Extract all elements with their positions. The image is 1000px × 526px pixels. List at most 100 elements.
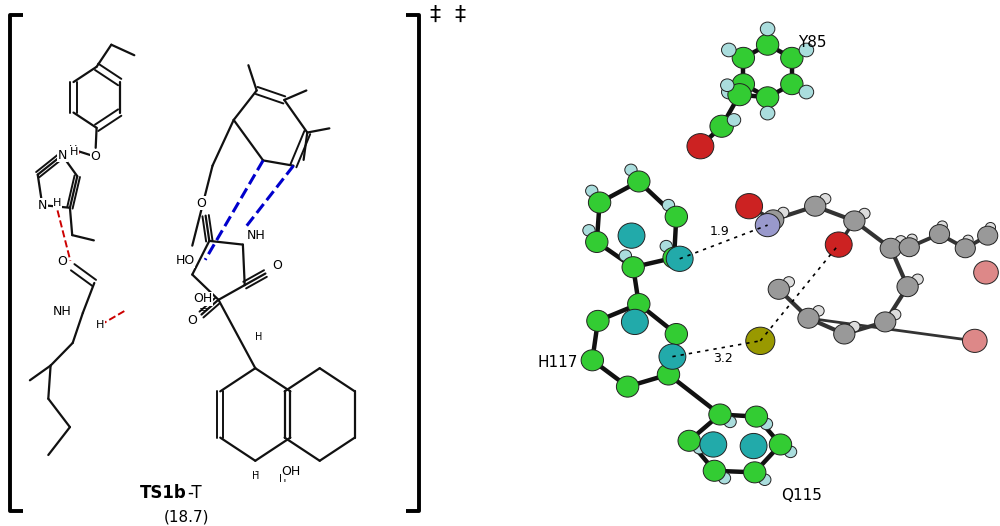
Text: H̄: H̄ xyxy=(279,474,287,484)
Circle shape xyxy=(813,306,824,316)
Circle shape xyxy=(875,312,896,332)
Circle shape xyxy=(760,106,775,120)
Circle shape xyxy=(657,364,680,385)
Circle shape xyxy=(759,474,771,485)
Circle shape xyxy=(724,416,736,428)
Circle shape xyxy=(895,236,906,246)
Circle shape xyxy=(665,206,688,227)
Text: Q115: Q115 xyxy=(781,488,822,503)
Circle shape xyxy=(760,418,773,430)
Circle shape xyxy=(805,196,826,216)
Text: H: H xyxy=(53,198,62,208)
Circle shape xyxy=(727,114,741,126)
Circle shape xyxy=(703,460,726,481)
Text: NH: NH xyxy=(246,229,265,241)
Circle shape xyxy=(907,234,917,244)
Circle shape xyxy=(619,250,632,261)
Circle shape xyxy=(781,74,803,95)
Circle shape xyxy=(700,432,727,457)
Circle shape xyxy=(783,277,794,287)
Text: 3.2: 3.2 xyxy=(713,352,733,365)
Text: NH: NH xyxy=(53,306,71,318)
Circle shape xyxy=(722,43,736,57)
Circle shape xyxy=(844,211,865,231)
Circle shape xyxy=(586,231,608,252)
Circle shape xyxy=(666,246,693,271)
Circle shape xyxy=(625,164,637,176)
Text: H: H xyxy=(70,147,78,157)
Text: H̄: H̄ xyxy=(252,470,259,481)
Text: H: H xyxy=(96,320,104,330)
Circle shape xyxy=(929,225,950,244)
Circle shape xyxy=(621,309,648,335)
Circle shape xyxy=(693,442,705,454)
Text: H: H xyxy=(255,331,262,342)
Circle shape xyxy=(784,446,797,458)
Circle shape xyxy=(778,207,789,218)
Circle shape xyxy=(859,208,870,219)
Circle shape xyxy=(587,310,609,331)
Text: TS1b: TS1b xyxy=(140,484,186,502)
Circle shape xyxy=(663,247,685,268)
Text: O: O xyxy=(58,256,67,268)
Circle shape xyxy=(955,239,975,258)
Circle shape xyxy=(798,308,819,328)
Circle shape xyxy=(763,210,784,230)
Circle shape xyxy=(781,47,803,68)
Text: H117: H117 xyxy=(537,356,578,370)
Circle shape xyxy=(825,232,852,257)
Circle shape xyxy=(687,134,714,159)
Circle shape xyxy=(937,221,947,230)
Circle shape xyxy=(746,327,775,355)
Circle shape xyxy=(586,185,598,197)
Circle shape xyxy=(659,344,686,369)
Circle shape xyxy=(799,85,814,99)
Circle shape xyxy=(768,279,789,299)
Circle shape xyxy=(588,192,611,213)
Text: O: O xyxy=(196,197,206,209)
Circle shape xyxy=(760,22,775,36)
Text: OH: OH xyxy=(282,465,301,478)
Text: H: H xyxy=(53,198,62,208)
Circle shape xyxy=(736,194,763,219)
Text: H: H xyxy=(68,145,77,155)
Text: =: = xyxy=(199,305,208,316)
Text: ‡: ‡ xyxy=(429,5,440,25)
Circle shape xyxy=(756,87,779,108)
Text: HO: HO xyxy=(175,254,195,267)
Circle shape xyxy=(721,79,734,92)
Circle shape xyxy=(912,274,923,285)
Circle shape xyxy=(662,199,675,211)
Circle shape xyxy=(709,404,731,425)
Circle shape xyxy=(820,194,831,204)
Circle shape xyxy=(665,323,688,345)
Circle shape xyxy=(628,171,650,192)
Circle shape xyxy=(628,294,650,315)
Circle shape xyxy=(744,462,766,483)
Circle shape xyxy=(718,472,731,484)
Circle shape xyxy=(618,223,645,248)
Circle shape xyxy=(963,235,973,245)
Text: OH: OH xyxy=(193,292,212,305)
Text: 1.9: 1.9 xyxy=(710,225,730,238)
Circle shape xyxy=(581,350,604,371)
Circle shape xyxy=(756,34,779,55)
Circle shape xyxy=(880,238,901,258)
Text: N: N xyxy=(57,149,67,161)
Circle shape xyxy=(962,329,987,352)
Circle shape xyxy=(732,47,755,68)
Circle shape xyxy=(974,261,998,284)
Text: (18.7): (18.7) xyxy=(164,509,209,524)
Text: Y85: Y85 xyxy=(798,35,827,49)
Text: -T: -T xyxy=(188,484,202,502)
Circle shape xyxy=(978,226,998,245)
Circle shape xyxy=(849,321,860,332)
Text: ‡: ‡ xyxy=(454,5,465,25)
Circle shape xyxy=(678,430,700,451)
Text: N: N xyxy=(38,199,47,211)
Circle shape xyxy=(583,225,595,236)
Circle shape xyxy=(660,240,672,252)
Circle shape xyxy=(745,406,768,427)
Circle shape xyxy=(616,376,639,397)
Circle shape xyxy=(732,74,755,95)
